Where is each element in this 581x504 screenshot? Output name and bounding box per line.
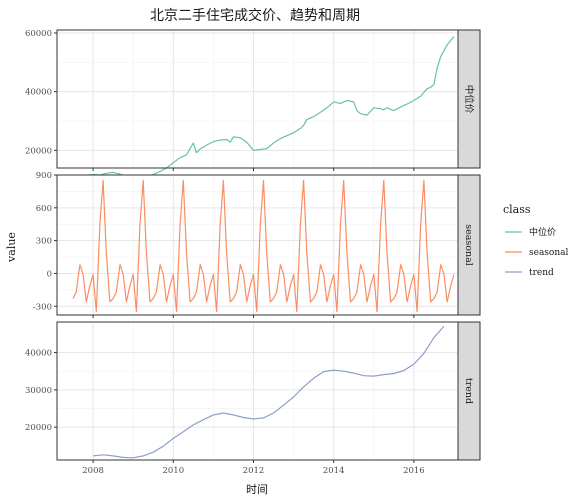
- y-tick-label: 600: [36, 204, 52, 214]
- facet-strip: [457, 321, 481, 461]
- x-tick-label: 2008: [82, 466, 104, 476]
- y-tick-label: 40000: [25, 88, 52, 98]
- y-tick-label: 30000: [25, 386, 52, 396]
- x-tick-label: 2012: [243, 466, 265, 476]
- facet-panel: 20000 40000 60000 中位价: [25, 29, 481, 182]
- x-tick-label: 2010: [162, 466, 184, 476]
- panel-background: [57, 322, 458, 460]
- facet-panel: -300 0 300 600 900 seasonal: [33, 171, 481, 318]
- y-axis-title: value: [5, 232, 18, 263]
- legend-label: trend: [529, 268, 554, 278]
- y-tick-label: 20000: [25, 146, 52, 156]
- facet-panels: 20000 40000 60000 中位价 -300 0 300 600 900 seasonal…: [25, 29, 481, 476]
- x-tick-label: 2014: [323, 466, 345, 476]
- facet-strip-label: trend: [463, 378, 474, 404]
- facet-strip: [457, 174, 481, 316]
- y-tick-label: 900: [36, 171, 52, 181]
- series-line: [72, 179, 455, 313]
- y-tick-label: 300: [36, 237, 52, 247]
- y-tick-label: 40000: [25, 349, 52, 359]
- x-tick-label: 2016: [403, 466, 425, 476]
- legend-title: class: [503, 203, 531, 216]
- series-line: [93, 325, 445, 459]
- y-tick-label: 60000: [25, 29, 52, 39]
- legend-label: 中位价: [529, 226, 556, 238]
- legend-items: 中位价 seasonal trend: [505, 226, 569, 278]
- y-tick-label: 0: [47, 269, 52, 279]
- facet-strip: [457, 29, 481, 169]
- facet-panel: 2008 2010 2012 2014 2016 20000 30000 40000 trend: [25, 321, 481, 476]
- y-tick-label: 20000: [25, 423, 52, 433]
- y-tick-label: -300: [33, 302, 52, 312]
- panel-background: [57, 30, 458, 168]
- facet-strip-label: seasonal: [463, 224, 474, 266]
- chart-title: 北京二手住宅成交价、趋势和周期: [150, 7, 360, 24]
- legend-label: seasonal: [529, 248, 569, 258]
- facet-strip-label: 中位价: [463, 85, 475, 114]
- legend: class 中位价 seasonal trend: [503, 203, 569, 278]
- x-axis-title: 时间: [246, 483, 268, 496]
